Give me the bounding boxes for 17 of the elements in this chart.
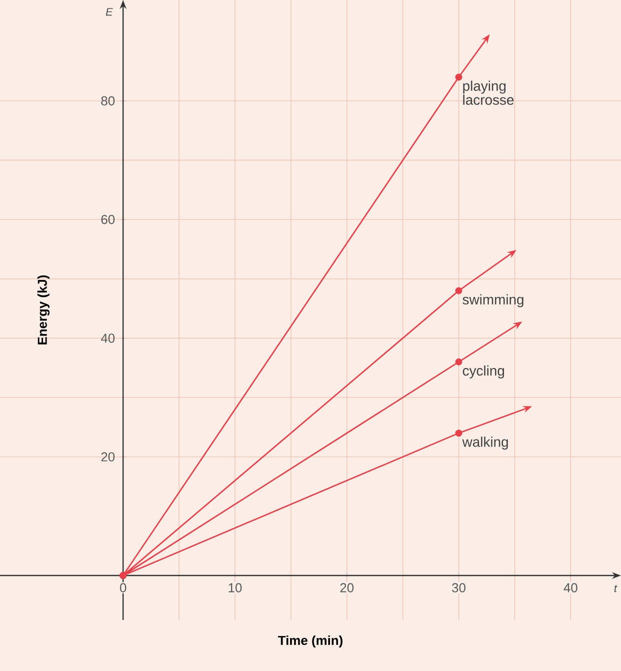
- series-label: swimming: [462, 294, 524, 308]
- series-label: playing lacrosse: [463, 80, 514, 105]
- annotation: E: [106, 8, 113, 16]
- x-axis-title: Time (min): [278, 635, 342, 648]
- series-label: walking: [462, 436, 508, 450]
- x-tick-label: 40: [564, 583, 578, 592]
- x-tick-label: 30: [452, 583, 466, 592]
- annotation: t: [614, 584, 618, 592]
- x-tick-label: 20: [340, 583, 354, 592]
- y-tick-label: 60: [101, 214, 115, 224]
- y-axis-title: Energy (kJ): [37, 275, 50, 344]
- series-label: cycling: [462, 365, 504, 378]
- y-tick-label: 40: [100, 334, 115, 343]
- x-tick-label: 0: [120, 583, 126, 592]
- y-tick-label: 80: [101, 96, 115, 106]
- y-tick-label: 20: [101, 452, 115, 462]
- x-tick-label: 10: [228, 583, 242, 592]
